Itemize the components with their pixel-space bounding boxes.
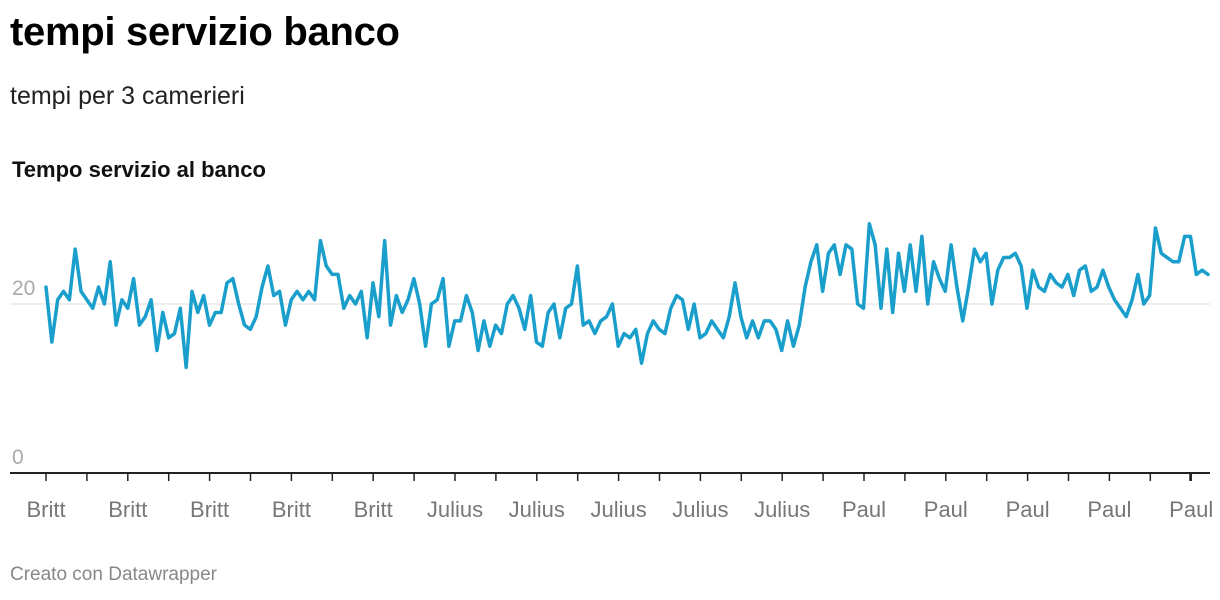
series-title: Tempo servizio al banco bbox=[12, 157, 266, 182]
x-tick-label: Britt bbox=[26, 497, 65, 522]
source-credit: Creato con Datawrapper bbox=[10, 564, 217, 585]
chart-area: Tempo servizio al banco 0 20 Britt Britt Br… bbox=[0, 150, 1220, 540]
x-tick-label: Paul bbox=[842, 497, 886, 522]
line-chart: Tempo servizio al banco 0 20 Britt Britt Br… bbox=[10, 157, 1213, 522]
series-line bbox=[44, 221, 1210, 370]
x-tick-label: Paul bbox=[1169, 497, 1213, 522]
x-tick-label: Julius bbox=[754, 497, 810, 522]
y-tick-label: 0 bbox=[12, 446, 24, 469]
x-tick-label: Britt bbox=[354, 497, 393, 522]
x-tick-label: Paul bbox=[1006, 497, 1050, 522]
x-tick-label: Britt bbox=[108, 497, 147, 522]
x-tick-label: Julius bbox=[427, 497, 483, 522]
x-tick-label: Julius bbox=[590, 497, 646, 522]
chart-title: tempi servizio banco bbox=[10, 10, 400, 54]
x-tick-label: Paul bbox=[924, 497, 968, 522]
y-tick-label: 20 bbox=[12, 277, 35, 300]
x-tick-label: Paul bbox=[1087, 497, 1131, 522]
x-tick-label: Britt bbox=[272, 497, 311, 522]
x-tick-label: Britt bbox=[190, 497, 229, 522]
x-tick-label: Julius bbox=[509, 497, 565, 522]
chart-subtitle: tempi per 3 camerieri bbox=[10, 82, 245, 110]
x-tick-label: Julius bbox=[672, 497, 728, 522]
